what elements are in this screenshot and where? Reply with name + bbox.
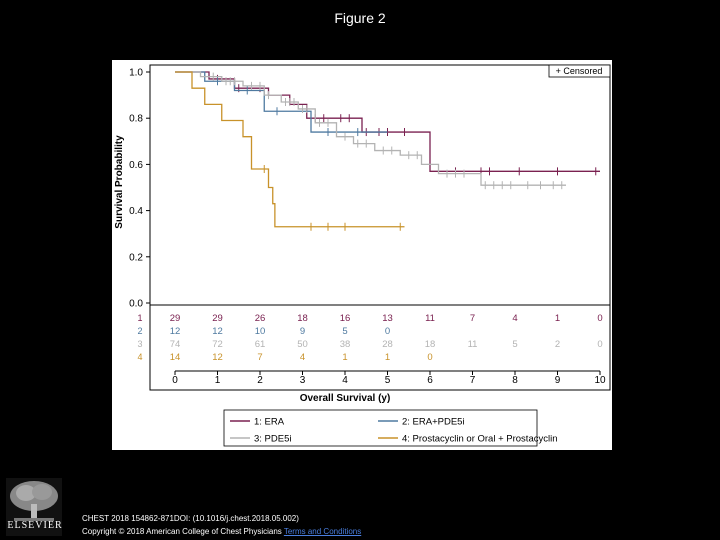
y-tick-label: 0.2 (129, 252, 143, 263)
x-tick-label: 8 (512, 375, 518, 386)
risk-count: 1 (342, 352, 347, 363)
risk-count: 72 (212, 339, 223, 350)
x-tick-label: 2 (257, 375, 263, 386)
risk-count: 0 (597, 313, 602, 324)
x-tick-label: 10 (594, 375, 606, 386)
risk-count: 9 (300, 326, 305, 337)
y-tick-label: 0.0 (129, 299, 143, 310)
risk-count: 12 (170, 326, 181, 337)
x-tick-label: 9 (555, 375, 561, 386)
legend-entry: 1: ERA (254, 417, 285, 428)
risk-count: 18 (297, 313, 308, 324)
risk-count: 28 (382, 339, 393, 350)
y-tick-label: 0.4 (129, 206, 143, 217)
risk-count: 5 (342, 326, 347, 337)
risk-count: 12 (212, 326, 223, 337)
risk-table: 1 29 29 26 18 16 13 11 7 4 1 02 12 12 10 9 5 03 74 72 61 50 38… (137, 313, 602, 363)
risk-count: 12 (212, 352, 223, 363)
x-tick-label: 6 (427, 375, 433, 386)
risk-count: 14 (170, 352, 181, 363)
risk-count: 29 (170, 313, 181, 324)
risk-row-label: 2 (137, 326, 142, 336)
risk-count: 74 (170, 339, 181, 350)
risk-count: 1 (555, 313, 560, 324)
x-axis: 0 1 2 3 4 5 6 7 8 9 10 (172, 370, 606, 386)
km-survival-chart: 0.00.20.40.60.81.0 Survival Probability … (112, 60, 612, 450)
y-tick-label: 0.6 (129, 160, 143, 171)
figure-title: Figure 2 (334, 10, 386, 26)
x-tick-label: 5 (385, 375, 391, 386)
risk-count: 4 (512, 313, 517, 324)
citation: CHEST 2018 154862-871DOI: (10.1016/j.che… (82, 514, 299, 523)
copyright-text: Copyright © 2018 American College of Che… (82, 527, 282, 536)
y-axis: 0.0 0.2 0.4 0.6 0.8 1.0 (129, 68, 150, 310)
x-tick-label: 7 (470, 375, 476, 386)
risk-count: 5 (512, 339, 517, 350)
risk-count: 7 (470, 313, 475, 324)
terms-link[interactable]: Terms and Conditions (283, 527, 362, 536)
risk-row-label: 4 (137, 352, 142, 362)
risk-count: 0 (597, 339, 602, 350)
risk-count: 1 (385, 352, 390, 363)
risk-count: 11 (468, 339, 478, 350)
risk-count: 0 (427, 352, 432, 363)
risk-count: 0 (385, 326, 390, 337)
risk-count: 13 (382, 313, 393, 324)
risk-count: 50 (297, 339, 308, 350)
legend-box (223, 409, 538, 447)
survival-curve-4 (175, 71, 405, 228)
risk-count: 61 (255, 339, 266, 350)
x-tick-label: 4 (342, 375, 348, 386)
risk-count: 18 (425, 339, 436, 350)
risk-count: 26 (255, 313, 266, 324)
risk-count: 16 (340, 313, 351, 324)
publisher-logo-text: ELSEVIER (7, 520, 63, 531)
y-tick-label: 0.8 (129, 114, 143, 125)
x-tick-label: 3 (300, 375, 306, 386)
risk-row-label: 3 (137, 339, 142, 349)
risk-count: 38 (340, 339, 351, 350)
censored-legend-label: + Censored (556, 66, 603, 76)
risk-table-frame (149, 304, 611, 391)
y-tick-label: 1.0 (129, 68, 143, 79)
x-axis-label: Overall Survival (y) (300, 393, 391, 404)
legend-entry: 4: Prostacyclin or Oral + Prostacyclin (402, 434, 557, 445)
survival-curve-3 (175, 71, 566, 186)
elsevier-tree-icon (6, 478, 62, 536)
legend-entry: 2: ERA+PDE5i (402, 417, 465, 428)
risk-count: 10 (255, 326, 266, 337)
risk-count: 11 (425, 313, 435, 324)
x-tick-label: 1 (215, 375, 221, 386)
copyright-notice: Copyright © 2018 American College of Che… (82, 527, 361, 536)
risk-count: 4 (300, 352, 305, 363)
risk-row-label: 1 (137, 313, 142, 323)
legend: 1: ERA 2: ERA+PDE5i 3: PDE5i 4: Prostacycli… (230, 417, 557, 445)
survival-curves (175, 71, 600, 231)
risk-count: 7 (257, 352, 262, 363)
risk-count: 2 (555, 339, 560, 350)
y-axis-label: Survival Probability (114, 135, 125, 229)
risk-count: 29 (212, 313, 223, 324)
x-tick-label: 0 (172, 375, 178, 386)
legend-entry: 3: PDE5i (254, 434, 292, 445)
censored-legend-box (548, 64, 611, 78)
